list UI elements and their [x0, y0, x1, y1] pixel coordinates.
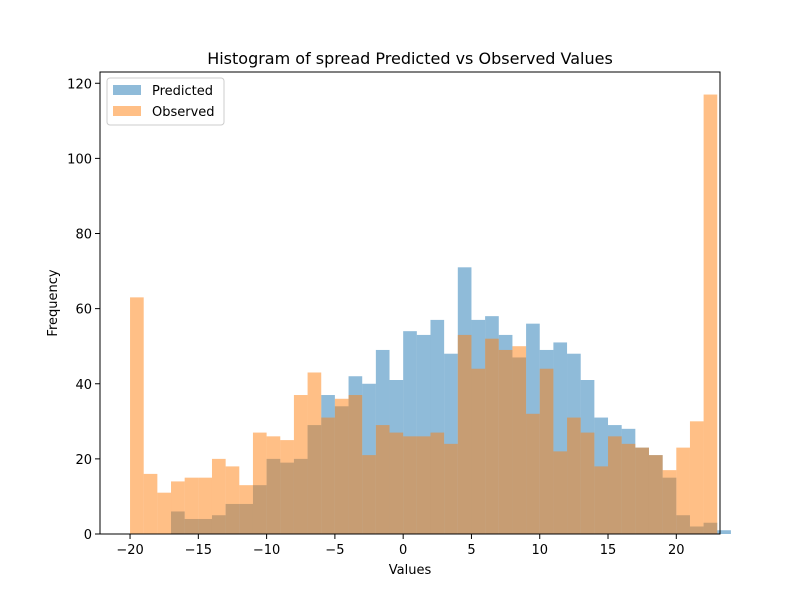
x-tick-label: 10: [531, 543, 548, 558]
y-tick-label: 60: [75, 303, 92, 318]
bar-observed: [430, 432, 445, 534]
bar-observed: [307, 372, 322, 534]
bar-observed: [157, 492, 172, 534]
bar-observed: [498, 349, 513, 534]
bar-observed: [676, 447, 690, 534]
bar-observed: [416, 436, 431, 534]
bar-observed: [580, 432, 595, 534]
y-tick-label: 20: [75, 453, 92, 468]
bar-observed: [334, 398, 349, 534]
bar-observed: [662, 470, 677, 534]
x-tick-label: −5: [325, 543, 344, 558]
x-tick-label: 15: [600, 543, 617, 558]
bar-observed: [184, 477, 199, 534]
legend-swatch-observed: [113, 106, 141, 116]
y-tick-label: 0: [84, 528, 92, 543]
bar-observed: [362, 455, 376, 534]
x-axis: −20 −15 −10 −5 0 5 10 15 20: [116, 534, 685, 558]
bar-observed: [198, 477, 212, 534]
bar-observed: [211, 458, 226, 534]
x-tick-label: −15: [185, 543, 212, 558]
plot-frame: [99, 71, 721, 535]
series-observed: [130, 94, 718, 534]
bar-observed: [444, 443, 458, 534]
bar-observed: [280, 440, 294, 534]
bars-layer: [130, 94, 731, 534]
bar-observed: [648, 455, 663, 534]
bar-observed: [348, 395, 363, 534]
bar-predicted: [717, 530, 731, 534]
x-tick-label: 20: [668, 543, 685, 558]
y-tick-label: 40: [75, 378, 92, 393]
legend-label-observed: Observed: [152, 105, 215, 120]
bar-observed: [239, 485, 253, 534]
x-tick-label: −10: [253, 543, 280, 558]
bar-observed: [567, 417, 581, 534]
bar-observed: [512, 346, 527, 534]
bar-observed: [689, 421, 704, 534]
y-axis-title: Frequency: [46, 269, 61, 336]
bar-observed: [471, 368, 486, 534]
bar-observed: [403, 436, 417, 534]
y-tick-label: 80: [75, 228, 92, 243]
bar-observed: [171, 481, 185, 534]
bar-observed: [266, 436, 281, 534]
y-tick-label: 100: [67, 152, 92, 167]
legend-swatch-predicted: [113, 85, 141, 95]
y-axis: 0 20 40 60 80 100 120: [67, 77, 100, 543]
bar-observed: [457, 334, 472, 534]
bar-observed: [293, 395, 308, 534]
bar-observed: [594, 466, 609, 534]
bar-observed: [130, 297, 144, 534]
bar-observed: [703, 94, 718, 534]
bar-observed: [621, 443, 636, 534]
bar-observed: [635, 447, 649, 534]
x-axis-title: Values: [389, 563, 432, 578]
bar-observed: [225, 466, 240, 534]
x-tick-label: 5: [467, 543, 475, 558]
chart-title: Histogram of spread Predicted vs Observe…: [207, 49, 613, 68]
bar-observed: [143, 473, 158, 534]
bar-observed: [539, 368, 554, 534]
bar-observed: [553, 451, 568, 534]
x-tick-label: 0: [399, 543, 407, 558]
x-tick-label: −20: [116, 543, 143, 558]
bar-observed: [252, 432, 267, 534]
bar-observed: [375, 425, 390, 534]
bar-observed: [526, 413, 540, 534]
bar-observed: [608, 436, 622, 534]
bar-observed: [321, 417, 335, 534]
y-tick-label: 120: [67, 77, 92, 92]
legend: Predicted Observed: [106, 77, 225, 126]
legend-label-predicted: Predicted: [152, 84, 213, 99]
bar-observed: [485, 338, 499, 534]
bar-observed: [389, 432, 404, 534]
